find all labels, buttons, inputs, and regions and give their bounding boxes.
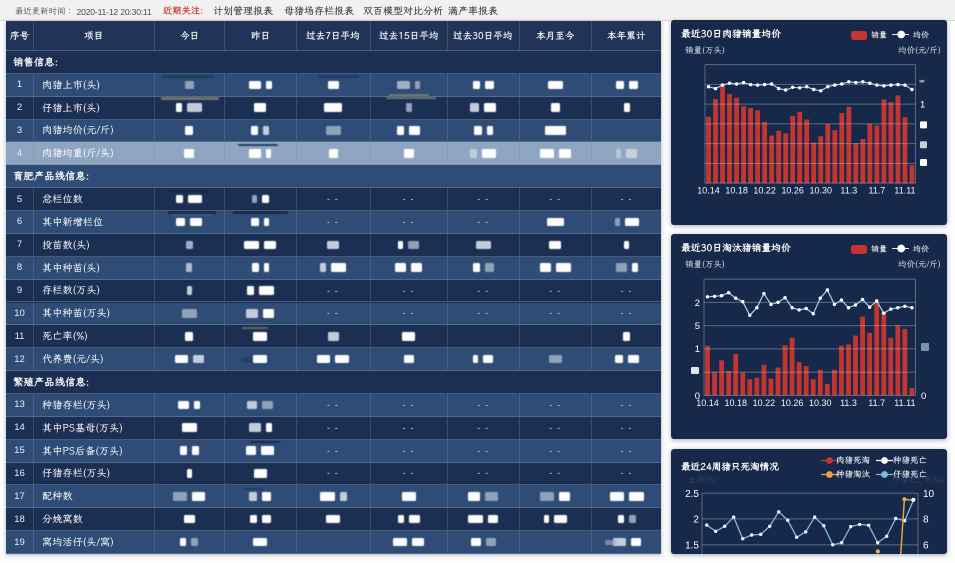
svg-text:11.7: 11.7 <box>868 398 885 408</box>
svg-text:10.30: 10.30 <box>809 398 831 408</box>
svg-text:10.14: 10.14 <box>696 398 718 408</box>
svg-text:10.26: 10.26 <box>780 398 802 408</box>
svg-text:8: 8 <box>923 514 929 525</box>
svg-text:1: 1 <box>694 344 699 355</box>
svg-text:2.5: 2.5 <box>685 488 699 499</box>
svg-text:10.26: 10.26 <box>781 186 803 196</box>
svg-text:0: 0 <box>694 391 699 402</box>
svg-text:2: 2 <box>693 514 699 525</box>
svg-text:11.3: 11.3 <box>840 186 857 196</box>
svg-text:10.30: 10.30 <box>809 186 831 196</box>
svg-text:2: 2 <box>694 298 699 309</box>
svg-text:10.18: 10.18 <box>725 186 747 196</box>
svg-text:10.18: 10.18 <box>724 398 746 408</box>
svg-text:10.22: 10.22 <box>753 186 775 196</box>
svg-text:5: 5 <box>694 321 699 332</box>
svg-text:6: 6 <box>923 540 929 551</box>
svg-text:11.3: 11.3 <box>840 398 857 408</box>
svg-text:10.22: 10.22 <box>752 398 774 408</box>
svg-text:11.11: 11.11 <box>894 398 915 408</box>
svg-text:11.11: 11.11 <box>894 186 915 196</box>
svg-text:0: 0 <box>921 391 926 402</box>
svg-text:1: 1 <box>920 100 925 111</box>
svg-text:1.5: 1.5 <box>685 540 699 551</box>
svg-text:10: 10 <box>923 488 935 499</box>
svg-text:11.7: 11.7 <box>868 186 885 196</box>
svg-text:10.14: 10.14 <box>697 186 719 196</box>
